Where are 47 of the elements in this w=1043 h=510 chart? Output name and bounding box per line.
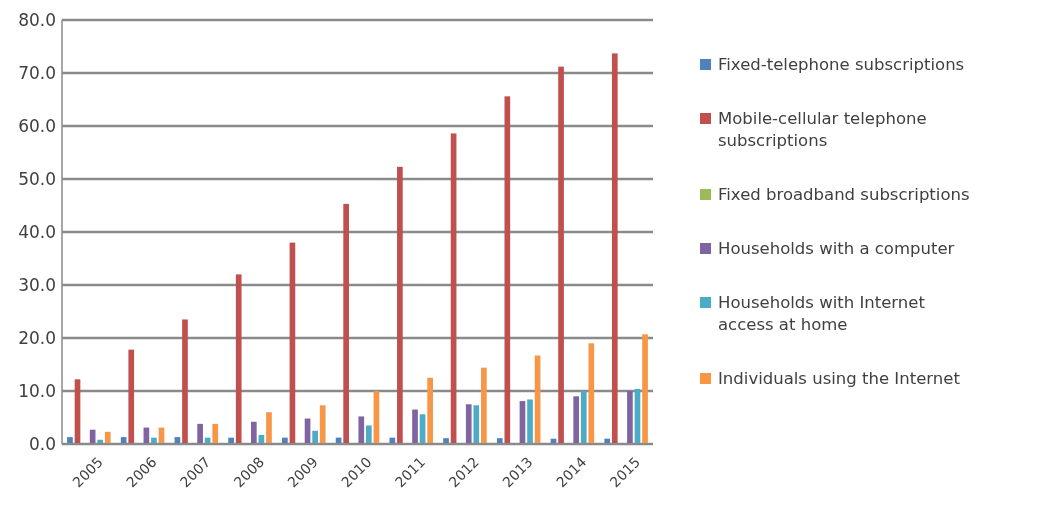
bar — [642, 334, 648, 444]
y-tick-label: 0.0 — [28, 433, 56, 454]
y-tick-label: 60.0 — [18, 115, 56, 136]
legend-label: Households with Internet access at home — [718, 293, 926, 334]
bar — [443, 438, 449, 444]
bar — [358, 416, 365, 444]
bar — [343, 203, 349, 444]
y-tick-label: 50.0 — [18, 168, 56, 189]
y-tick-label: 30.0 — [18, 274, 56, 295]
legend-label: Fixed-telephone subscriptions — [718, 55, 965, 74]
bar — [197, 423, 203, 444]
bar — [120, 437, 127, 444]
bar — [627, 391, 633, 444]
bar — [481, 367, 487, 444]
bar — [235, 274, 242, 444]
bar — [67, 437, 73, 444]
legend-label: Fixed broadband subscriptions — [718, 185, 970, 204]
bar — [527, 399, 533, 444]
bar — [250, 421, 257, 444]
bar — [312, 430, 318, 444]
bar — [611, 53, 618, 444]
bar — [580, 391, 587, 444]
bar — [266, 412, 272, 444]
bar — [573, 396, 580, 444]
bar — [319, 405, 326, 444]
bar — [397, 166, 403, 444]
bar — [465, 404, 472, 444]
bar — [212, 423, 219, 444]
bar — [104, 431, 111, 444]
bar — [412, 409, 418, 444]
bar — [128, 349, 135, 444]
bar — [182, 319, 188, 444]
legend-label: Mobile-cellular telephone subscriptions — [718, 109, 927, 150]
bar — [366, 425, 372, 444]
bar — [558, 66, 564, 444]
y-tick-label: 10.0 — [18, 380, 56, 401]
bar — [588, 343, 595, 444]
y-tick-label: 70.0 — [18, 62, 56, 83]
bar — [504, 96, 511, 444]
legend-label: Households with a computer — [718, 239, 955, 258]
y-tick-label: 20.0 — [18, 327, 56, 348]
y-tick-label: 80.0 — [18, 9, 56, 30]
bar — [496, 438, 503, 444]
bar — [427, 377, 433, 444]
legend-label: Individuals using the Internet — [718, 369, 961, 388]
bar — [473, 405, 480, 444]
y-tick-label: 40.0 — [18, 221, 56, 242]
